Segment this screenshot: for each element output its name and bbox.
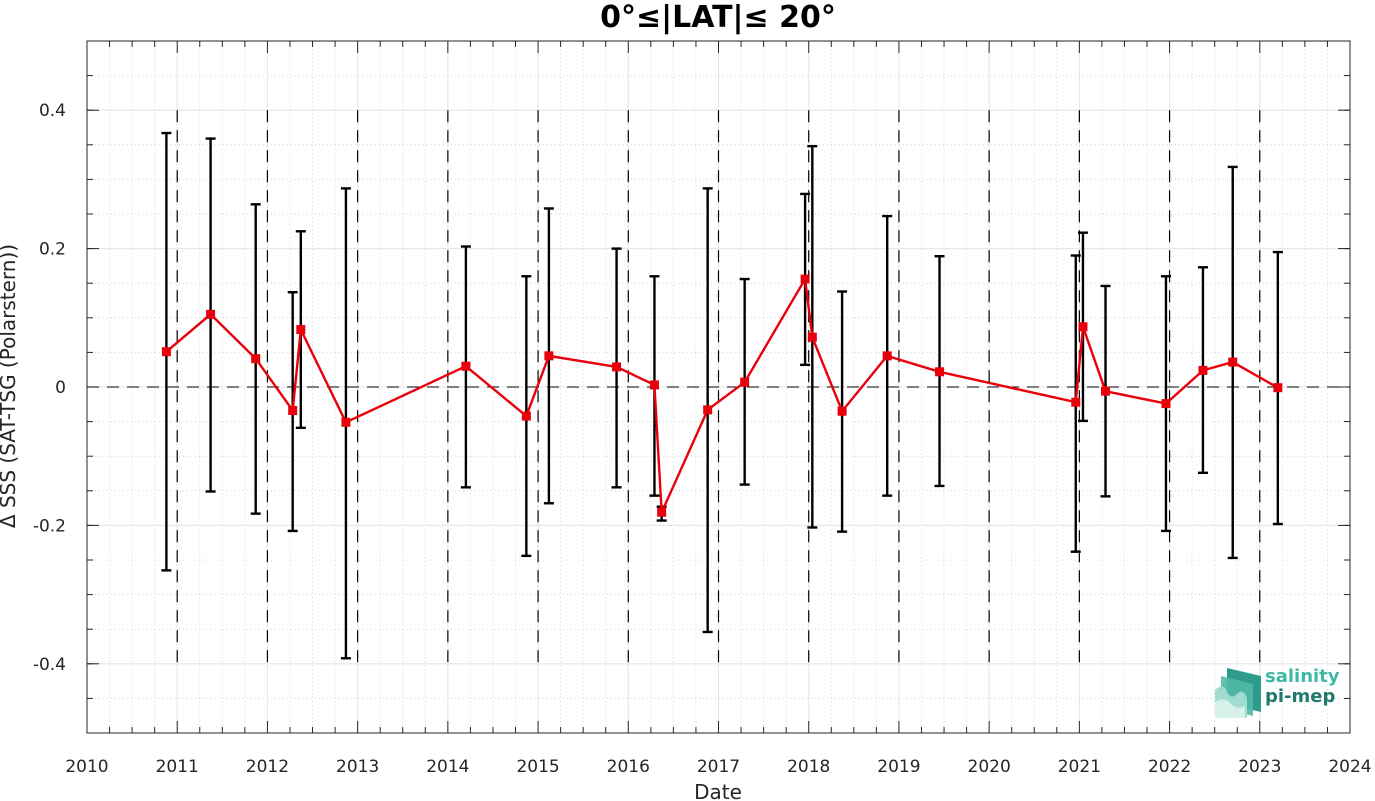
data-point-marker: [461, 361, 471, 371]
x-tick-label: 2014: [426, 757, 469, 777]
data-point-marker: [1161, 399, 1171, 409]
wave-icon: [1215, 668, 1261, 718]
data-point-marker: [1078, 322, 1088, 332]
data-point-marker: [649, 380, 659, 390]
salinity-pi-mep-logo: salinity pi-mep: [1213, 668, 1348, 718]
data-point-marker: [544, 351, 554, 361]
y-tick-label: 0: [55, 378, 66, 398]
x-tick-label: 2015: [516, 757, 559, 777]
x-tick-label: 2023: [1238, 757, 1281, 777]
x-tick-label: 2011: [156, 757, 199, 777]
chart-title: 0°≤|LAT|≤ 20°: [600, 0, 836, 35]
x-tick-label: 2022: [1148, 757, 1191, 777]
series-markers: [161, 274, 1283, 517]
axis-ticks: [86, 40, 1351, 734]
x-tick-label: 2012: [246, 757, 289, 777]
x-tick-label: 2017: [697, 757, 740, 777]
data-point-marker: [657, 507, 667, 517]
error-bars: [161, 131, 1283, 660]
y-tick-label: -0.2: [33, 516, 66, 536]
data-point-marker: [1101, 386, 1111, 396]
x-axis-label: Date: [694, 780, 742, 801]
logo-text-pi-mep: pi-mep: [1265, 686, 1336, 707]
series-line: [165, 275, 1279, 513]
data-point-marker: [288, 406, 298, 416]
data-point-marker: [251, 354, 261, 364]
y-tick-labels: 0.4 0.2 0 -0.2 -0.4: [33, 101, 66, 675]
x-tick-label: 2010: [65, 757, 108, 777]
logo-text-salinity: salinity: [1265, 666, 1340, 687]
data-point-marker: [206, 309, 216, 319]
data-point-marker: [837, 406, 847, 416]
x-tick-label: 2018: [787, 757, 830, 777]
data-point-marker: [882, 351, 892, 361]
x-tick-label: 2024: [1328, 757, 1371, 777]
x-tick-labels: 2010 2011 2012 2013 2014 2015 2016 2017 2018 2019…: [65, 757, 1371, 777]
y-tick-label: 0.2: [39, 240, 66, 260]
data-point-marker: [1198, 365, 1208, 375]
x-tick-label: 2020: [968, 757, 1011, 777]
year-boundary-lines: [87, 110, 1350, 664]
y-tick-label: 0.4: [39, 101, 66, 121]
x-tick-label: 2021: [1058, 757, 1101, 777]
data-point-marker: [1273, 383, 1283, 393]
data-point-marker: [800, 274, 810, 284]
data-point-marker: [296, 325, 306, 335]
data-point-marker: [341, 417, 351, 427]
x-tick-label: 2013: [336, 757, 379, 777]
data-point-marker: [740, 377, 750, 387]
series-line-path: [165, 275, 1279, 513]
data-point-marker: [935, 367, 945, 377]
data-point-marker: [703, 405, 713, 415]
data-point-marker: [612, 362, 622, 372]
data-point-marker: [807, 332, 817, 342]
data-point-marker: [1071, 397, 1081, 407]
x-tick-label: 2019: [877, 757, 920, 777]
y-axis-label: Δ SSS (SAT-TSG (Polarstern)): [0, 244, 20, 528]
data-point-marker: [161, 347, 171, 357]
y-tick-label: -0.4: [33, 655, 66, 675]
data-point-marker: [1228, 357, 1238, 367]
data-point-marker: [521, 411, 531, 421]
x-tick-label: 2016: [607, 757, 650, 777]
